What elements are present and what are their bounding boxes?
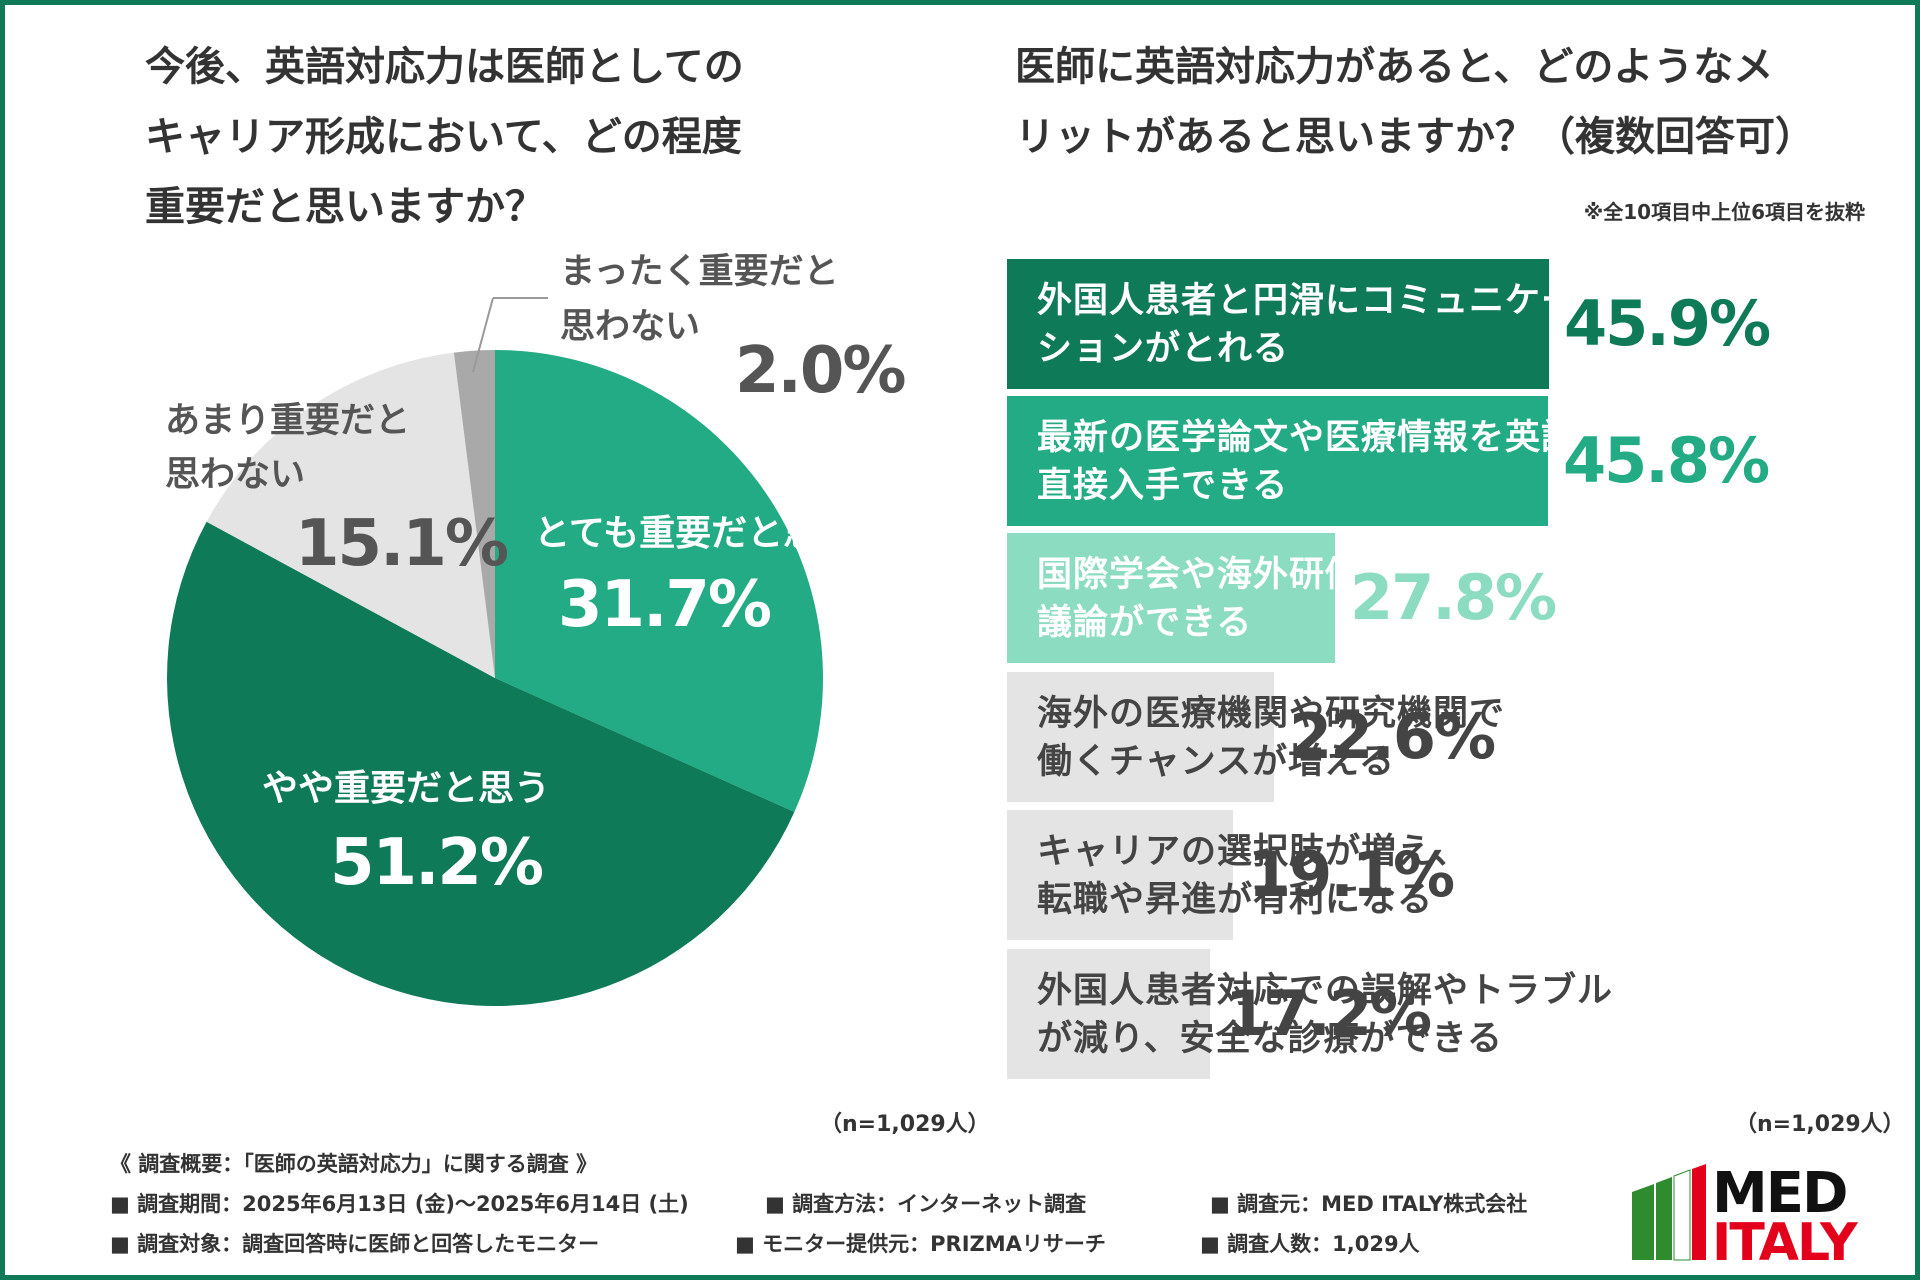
bar-label-line: ションがとれる <box>1037 329 1290 369</box>
pie-title-line: 今後、英語対応力は医師としての <box>145 44 744 90</box>
survey-period: ■ 調査期間：2025年6月13日 (金)〜2025年6月14日 (土) <box>110 1192 689 1216</box>
slice-value-not-very: 15.1% <box>295 507 508 581</box>
bar <box>1007 533 1335 663</box>
survey-heading: 《 調査概要：「医師の英語対応力」に関する調査 》 <box>110 1152 598 1176</box>
bar-label: 最新の医学論文や医療情報を英語で 直接入手できる <box>1037 414 1677 510</box>
bar-label: 外国人患者と円滑にコミュニケー ションがとれる <box>1037 277 1677 373</box>
logo-text-med: MED <box>1712 1162 1846 1226</box>
pie-slice-very-important <box>495 350 823 813</box>
bar-label-line: 議論ができる <box>1037 603 1253 643</box>
pie-slice-not-very <box>206 352 496 678</box>
bar-label-line: 国際学会や海外研修で発表・ <box>1037 555 1506 595</box>
bar-value-label: 45.9% <box>1564 287 1771 360</box>
leader-line <box>472 297 494 373</box>
pie-chart-title: 今後、英語対応力は医師としての キャリア形成において、どの程度 重要だと思います… <box>145 32 865 242</box>
pie-sample-size: （n=1,029人） <box>820 1112 990 1137</box>
bar-value-label: 27.8% <box>1350 561 1557 634</box>
logo-text-italy: ITALY <box>1712 1213 1859 1262</box>
slice-value-somewhat-important: 51.2% <box>330 826 543 900</box>
bar-chart-note: ※全10項目中上位6項目を抜粋 <box>1583 200 1865 224</box>
bar-label: 海外の医療機関や研究機関で 働くチャンスが増える <box>1037 690 1677 786</box>
bar-value-label: 19.1% <box>1248 838 1455 911</box>
survey-method: ■ 調査方法：インターネット調査 <box>765 1192 1087 1216</box>
bar-label-line: 外国人患者と円滑にコミュニケー <box>1037 281 1578 321</box>
bar-title-line: リットがあると思いますか？（複数回答可） <box>1015 114 1815 160</box>
pie-title-line: 重要だと思いますか？ <box>145 184 545 230</box>
slice-label-very-important: とても重要だと思う <box>534 513 855 554</box>
slice-label-not-very-line2: 思わない <box>165 455 305 495</box>
bar <box>1007 396 1548 526</box>
bar-label-line: 働くチャンスが増える <box>1037 742 1395 782</box>
pie-title-line: キャリア形成において、どの程度 <box>145 114 742 160</box>
bar-label-line: 海外の医療機関や研究機関で <box>1037 694 1506 734</box>
slice-value-very-important: 31.7% <box>558 568 771 642</box>
bar <box>1007 949 1210 1079</box>
pie-chart: とても重要だと思う 31.7% やや重要だと思う 51.2% あまり重要だと 思… <box>165 252 907 1007</box>
slice-label-somewhat-important: やや重要だと思う <box>262 768 550 809</box>
logo-mark-icon <box>1632 1164 1706 1261</box>
bar-value-label: 45.8% <box>1563 424 1770 497</box>
survey-target: ■ 調査対象：調査回答時に医師と回答したモニター <box>110 1232 600 1256</box>
survey-provider: ■ モニター提供元：PRIZMAリサーチ <box>735 1232 1106 1256</box>
med-italy-logo: MED ITALY <box>1632 1162 1861 1262</box>
slice-value-not-at-all: 2.0% <box>735 334 905 408</box>
bar-sample-size: （n=1,029人） <box>1735 1112 1905 1137</box>
bar <box>1007 672 1274 802</box>
pie-slice-somewhat-important <box>166 521 795 1007</box>
bar <box>1007 259 1549 389</box>
bar-label: 外国人患者対応での誤解やトラブル が減り、安全な診療ができる <box>1037 967 1677 1063</box>
survey-source: ■ 調査元：MED ITALY株式会社 <box>1210 1192 1528 1216</box>
bar-label-line: 直接入手できる <box>1037 466 1289 506</box>
bar-label: 国際学会や海外研修で発表・ 議論ができる <box>1037 551 1677 647</box>
bar-label-line: キャリアの選択肢が増え、 <box>1037 832 1470 872</box>
slice-label-not-at-all-line1: まったく重要だと <box>560 252 839 292</box>
bar-label: キャリアの選択肢が増え、 転職や昇進が有利になる <box>1037 828 1677 924</box>
pie-slice-not-at-all <box>453 350 495 678</box>
bar-label-line: 転職や昇進が有利になる <box>1037 880 1434 920</box>
bar-chart-title: 医師に英語対応力があると、どのようなメ リットがあると思いますか？（複数回答可） <box>1015 32 1895 172</box>
survey-count: ■ 調査人数：1,029人 <box>1200 1232 1420 1256</box>
bar-value-label: 17.2% <box>1225 977 1432 1050</box>
bar-value-label: 22.6% <box>1289 700 1496 773</box>
bar-label-line: 最新の医学論文や医療情報を英語で <box>1037 418 1614 458</box>
slice-label-not-at-all-line2: 思わない <box>560 307 700 347</box>
bar-label-line: が減り、安全な診療ができる <box>1037 1019 1503 1059</box>
slice-label-not-very-line1: あまり重要だと <box>165 401 410 441</box>
bar-title-line: 医師に英語対応力があると、どのようなメ <box>1015 44 1774 90</box>
bar-label-line: 外国人患者対応での誤解やトラブル <box>1037 971 1614 1011</box>
bar <box>1007 810 1233 940</box>
